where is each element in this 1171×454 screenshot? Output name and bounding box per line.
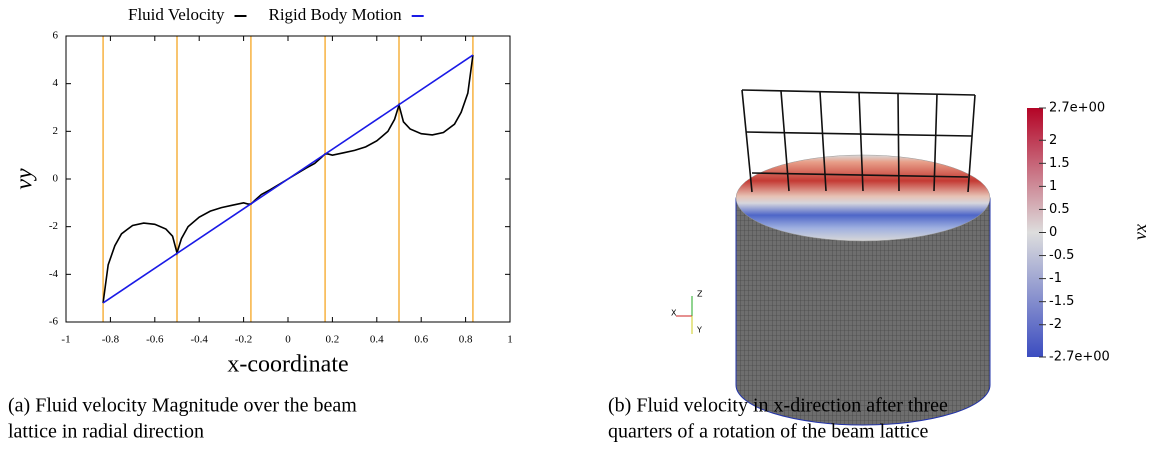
y-tick-label: 0 xyxy=(53,173,59,185)
x-axis-label: x-coordinate xyxy=(227,352,348,378)
colorbar-tick-label: -0.5 xyxy=(1049,248,1074,263)
colorbar-tick-label: 0 xyxy=(1049,225,1057,240)
legend-label: Rigid Body Motion xyxy=(269,5,403,24)
colorbar-tick-label: 2.7e+00 xyxy=(1049,101,1105,116)
cylinder-render xyxy=(735,89,991,426)
colorbar-tick-label: -2 xyxy=(1049,317,1062,332)
y-tick-label: 6 xyxy=(53,30,59,42)
colorbar-tick-label: 2 xyxy=(1049,133,1057,148)
caption-a-line: (a) Fluid velocity Magnitude over the be… xyxy=(8,395,357,417)
colorbar-tick-label: -1.5 xyxy=(1049,294,1074,309)
colorbar-tick-label: -2.7e+00 xyxy=(1049,350,1110,365)
x-tick-label: 1 xyxy=(507,334,513,346)
x-tick-label: 0.2 xyxy=(326,334,340,346)
caption-b-line: (b) Fluid velocity in x-direction after … xyxy=(608,395,948,417)
x-tick-label: -0.2 xyxy=(235,334,252,346)
colorbar-tick-label: 1 xyxy=(1049,179,1057,194)
axis-x-label: X xyxy=(671,309,677,318)
orientation-axes: Z X Y xyxy=(671,290,703,335)
x-tick-label: 0.4 xyxy=(370,334,384,346)
colorbar xyxy=(1027,108,1043,357)
y-tick-label: -4 xyxy=(49,268,59,280)
axis-z-label: Z xyxy=(697,290,703,299)
colorbar-tick-label: -1 xyxy=(1049,271,1062,286)
y-tick-label: -6 xyxy=(49,316,59,328)
y-tick-label: 2 xyxy=(53,125,59,137)
x-tick-label: -1 xyxy=(61,334,70,346)
y-tick-label: 4 xyxy=(53,77,59,89)
colorbar-tick-label: 0.5 xyxy=(1049,202,1070,217)
x-tick-label: -0.6 xyxy=(146,334,164,346)
x-tick-label: 0 xyxy=(285,334,291,346)
caption-a-line: lattice in radial direction xyxy=(8,421,204,443)
y-axis-label: vy xyxy=(12,168,38,190)
axis-y-label: Y xyxy=(696,326,702,335)
x-tick-label: 0.8 xyxy=(459,334,473,346)
series-line xyxy=(102,54,474,304)
caption-b-line: quarters of a rotation of the beam latti… xyxy=(608,421,929,443)
colorbar-title: vx xyxy=(1130,224,1150,240)
legend-label: Fluid Velocity xyxy=(128,5,225,24)
colorbar-tick-label: 1.5 xyxy=(1049,156,1070,171)
x-tick-label: -0.4 xyxy=(190,334,208,346)
x-tick-label: 0.6 xyxy=(414,334,428,346)
x-tick-label: -0.8 xyxy=(102,334,120,346)
y-tick-label: -2 xyxy=(49,220,58,232)
